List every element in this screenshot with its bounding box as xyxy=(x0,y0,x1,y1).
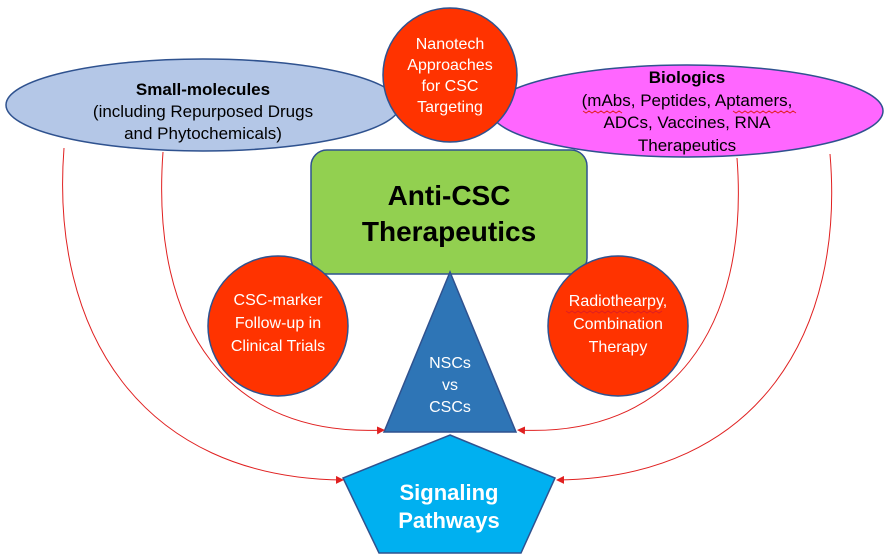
arrow-biologics-to-triangle xyxy=(517,157,739,435)
radiotherapy-circle xyxy=(547,255,689,397)
nscs-line-1: NSCs xyxy=(429,355,471,372)
nanotech-line-2: Approaches xyxy=(407,57,492,74)
biologics-line-2: ADCs, Vaccines, RNA xyxy=(604,113,772,132)
small-molecules-line-2: and Phytochemicals) xyxy=(124,124,282,143)
small-molecules-title: Small-molecules xyxy=(136,80,270,99)
biologics-line-1: (mAbs, Peptides, Aptamers, xyxy=(582,91,793,110)
csc-marker-circle xyxy=(207,255,349,397)
anti-csc-box xyxy=(310,149,588,275)
signaling-line-2: Pathways xyxy=(398,508,500,533)
spellcheck-squiggle-radiothearpy xyxy=(565,310,663,314)
biologics-line-3: Therapeutics xyxy=(638,136,736,155)
radiotherapy-line-2: Combination xyxy=(573,316,663,333)
arrow-biologics-to-signaling xyxy=(556,153,833,484)
arrow-small-molecules-to-signaling xyxy=(62,147,344,484)
nanotech-line-1: Nanotech xyxy=(416,36,485,53)
nanotech-line-4: Targeting xyxy=(417,99,483,116)
spellcheck-squiggle-aptamers xyxy=(732,110,797,114)
nanotech-line-3: for CSC xyxy=(422,78,479,95)
anti-csc-line-2: Therapeutics xyxy=(362,216,536,247)
anti-csc-line-1: Anti-CSC xyxy=(388,180,511,211)
small-molecules-line-1: (including Repurposed Drugs xyxy=(93,102,313,121)
biologics-title: Biologics xyxy=(649,68,726,87)
csc-marker-line-3: Clinical Trials xyxy=(231,338,325,355)
spellcheck-squiggle-mabs xyxy=(582,110,623,114)
csc-marker-line-2: Follow-up in xyxy=(235,315,321,332)
nscs-vs-cscs-triangle xyxy=(382,270,518,433)
nscs-line-2: vs xyxy=(442,377,458,394)
radiotherapy-line-1: Radiothearpy, xyxy=(569,293,667,310)
nanotech-circle xyxy=(382,7,518,143)
nscs-line-3: CSCs xyxy=(429,399,471,416)
signaling-line-1: Signaling xyxy=(400,480,499,505)
signaling-pathways-pentagon xyxy=(341,434,557,554)
csc-marker-line-1: CSC-marker xyxy=(234,292,324,309)
radiotherapy-line-3: Therapy xyxy=(589,339,648,356)
arrow-small-molecules-to-triangle xyxy=(161,151,385,435)
